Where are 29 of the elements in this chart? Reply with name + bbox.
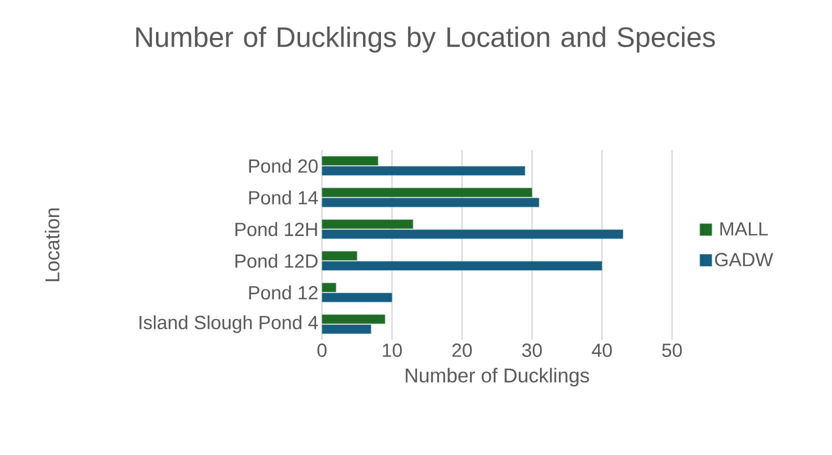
y-tick-label: Pond 12D	[236, 254, 318, 268]
bar	[322, 156, 378, 166]
x-tick-label: 40	[592, 344, 612, 357]
bar	[322, 198, 540, 208]
bar	[322, 219, 414, 229]
bar	[322, 292, 392, 302]
x-tick-label: 30	[522, 344, 542, 357]
x-axis-title: Number of Ducklings	[406, 368, 590, 386]
y-tick-label: Pond 14	[249, 190, 318, 204]
x-tick-label: 0	[317, 344, 327, 357]
y-tick-label: Island Slough Pond 4	[140, 315, 318, 334]
x-tick-label: 20	[452, 344, 472, 357]
x-tick-label: 10	[382, 344, 402, 357]
bar	[322, 324, 372, 334]
chart-title: Number of Ducklings by Location and Species	[136, 26, 715, 53]
bar	[322, 166, 526, 176]
legend-label: MALL	[720, 222, 768, 236]
bar	[322, 188, 532, 198]
bar	[322, 282, 336, 292]
bar	[322, 261, 602, 271]
bar	[322, 229, 624, 239]
bar	[322, 314, 386, 324]
y-tick-label: Pond 20	[249, 158, 318, 173]
y-tick-label: Pond 12H	[236, 222, 317, 236]
legend-label: GADW	[715, 252, 774, 266]
x-tick-label: 50	[662, 344, 682, 357]
y-axis-title: Location	[44, 208, 60, 282]
y-tick-label: Pond 12	[249, 286, 318, 300]
bar	[322, 251, 358, 261]
